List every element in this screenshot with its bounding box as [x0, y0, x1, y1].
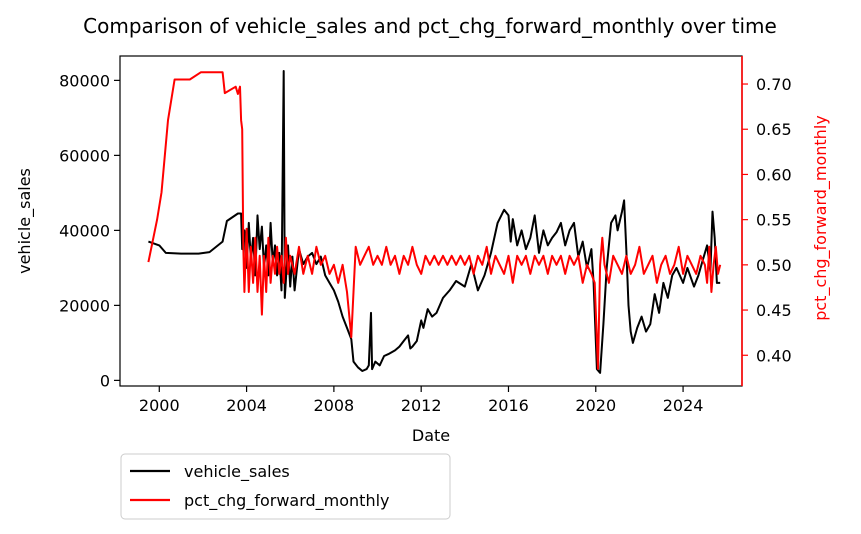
series-line-vehicle-sales — [148, 70, 721, 374]
y-right-tick-label: 0.70 — [756, 75, 792, 94]
y-left-tick-label: 80000 — [59, 71, 110, 90]
legend-label-vehicle-sales: vehicle_sales — [184, 462, 290, 482]
x-tick-label: 2012 — [401, 396, 442, 415]
y-left-axis-ticks: 0 20000 40000 60000 80000 — [59, 71, 120, 390]
legend-box — [120, 453, 451, 520]
x-tick-label: 2004 — [226, 396, 267, 415]
x-axis-ticks: 2000 2004 2008 2012 2016 2020 2024 — [139, 386, 704, 415]
chart-title: Comparison of vehicle_sales and pct_chg_… — [83, 14, 777, 38]
y-right-tick-label: 0.60 — [756, 165, 792, 184]
legend-label-pct-chg: pct_chg_forward_monthly — [184, 491, 390, 511]
y-right-tick-label: 0.40 — [756, 346, 792, 365]
y-right-tick-label: 0.55 — [756, 211, 792, 230]
series-right-group — [147, 71, 722, 370]
y-left-tick-label: 20000 — [59, 296, 110, 315]
x-axis-label: Date — [412, 426, 450, 445]
legend: vehicle_sales pct_chg_forward_monthly — [120, 453, 451, 520]
series-left-group — [148, 70, 721, 374]
plot-area — [119, 55, 743, 387]
y-right-axis-label: pct_chg_forward_monthly — [811, 115, 831, 321]
y-right-tick-label: 0.65 — [756, 120, 792, 139]
x-tick-label: 2024 — [663, 396, 704, 415]
x-tick-label: 2008 — [314, 396, 355, 415]
plot-frame — [119, 55, 743, 387]
y-right-tick-label: 0.50 — [756, 256, 792, 275]
y-left-tick-label: 40000 — [59, 221, 110, 240]
y-right-axis-ticks: 0.40 0.45 0.50 0.55 0.60 0.65 0.70 — [742, 75, 792, 365]
x-tick-label: 2020 — [575, 396, 616, 415]
y-left-axis-label: vehicle_sales — [15, 168, 35, 274]
y-right-tick-label: 0.45 — [756, 301, 792, 320]
x-tick-label: 2000 — [139, 396, 180, 415]
y-left-tick-label: 60000 — [59, 146, 110, 165]
y-left-tick-label: 0 — [100, 371, 110, 390]
x-tick-label: 2016 — [488, 396, 529, 415]
series-line-pct-chg-forward-monthly — [147, 71, 722, 370]
